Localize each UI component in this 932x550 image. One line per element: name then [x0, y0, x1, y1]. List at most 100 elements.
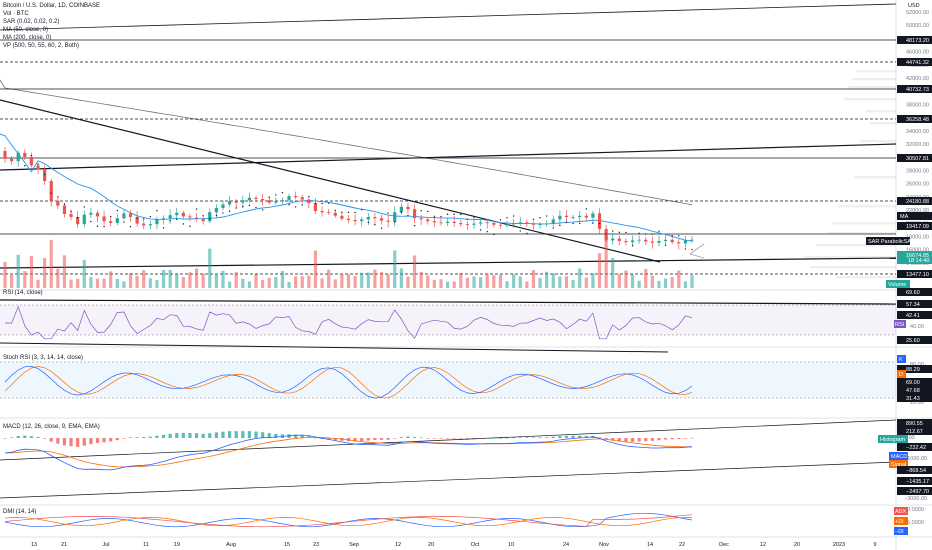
sar-dot — [440, 215, 442, 218]
volume-bar — [234, 272, 238, 288]
sar-dot — [625, 231, 627, 234]
candle-body — [333, 212, 337, 216]
time-tick: 14 — [647, 542, 653, 548]
legend-vp[interactable]: VP (500, 50, 55, 60, 2, Both) — [3, 43, 79, 49]
sar-dot — [387, 212, 389, 214]
volume-profile-row — [854, 176, 896, 179]
legend-ma200[interactable]: MA (200, close, 0) — [3, 35, 52, 41]
macd-hist-bar — [227, 431, 232, 438]
sar-dot — [658, 230, 660, 232]
volume-bar — [459, 272, 463, 288]
macd-signal-line — [4, 436, 692, 468]
macd-hist-bar — [545, 437, 549, 438]
volume-bar — [201, 273, 205, 288]
volume-bar — [683, 281, 687, 288]
sar-dot — [446, 213, 449, 215]
time-tick: 22 — [679, 542, 685, 548]
sar-dot — [374, 223, 376, 226]
legend-rsi[interactable]: RSI (14, close) — [3, 290, 43, 296]
macd-hist-bar — [214, 432, 218, 438]
macd-hist-bar — [188, 433, 192, 438]
tag-current-price: 16674.85 — [906, 253, 929, 259]
macd-hist-bar — [168, 433, 172, 438]
legend-dmi[interactable]: DMI (14, 14) — [3, 509, 37, 515]
candle-body — [69, 214, 73, 217]
sar-dot — [24, 164, 26, 167]
volume-bar — [432, 279, 436, 288]
legend-sar[interactable]: SAR (0.02, 0.02, 0.2) — [3, 19, 60, 25]
candle-body — [122, 213, 126, 219]
macd-hist-bar — [3, 438, 7, 439]
sar-dot — [354, 211, 356, 214]
volume-bar — [630, 274, 635, 288]
legend-stoch[interactable]: Stoch RSI (3, 3, 14, 14, close) — [3, 355, 84, 361]
candle-body — [43, 169, 47, 181]
tag-stoch-4: 31.43 — [906, 396, 920, 402]
volume-bar — [175, 274, 179, 288]
volume-bar — [188, 272, 192, 288]
candle-body — [181, 212, 185, 217]
macd-hist-bar — [584, 435, 588, 438]
sar-dot — [30, 154, 33, 157]
volume-bar — [43, 258, 47, 288]
candle-body — [690, 239, 694, 241]
macd-hist-bar — [201, 433, 205, 438]
time-tick: 13 — [31, 542, 37, 548]
tag-rsi-current: RSI — [895, 322, 905, 328]
candle-body — [327, 212, 331, 213]
volume-bar — [399, 268, 403, 288]
sar-dot — [288, 203, 290, 206]
candle-body — [505, 224, 509, 226]
macd-hist-bar — [23, 435, 27, 438]
macd-hist-bar — [360, 438, 364, 442]
candle-body — [538, 224, 542, 225]
volume-bar — [221, 270, 225, 288]
macd-hist-bar — [49, 438, 53, 442]
candle-body — [406, 206, 410, 210]
legend-ma50[interactable]: MA (50, close, 0) — [3, 27, 49, 33]
trendline-support — [0, 257, 897, 269]
sar-dot — [301, 204, 303, 206]
sar-dot — [70, 210, 72, 213]
volume-bar — [485, 274, 489, 288]
volume-bar — [181, 276, 185, 288]
macd-hist-bar — [677, 438, 681, 440]
volume-profile-row — [844, 98, 896, 101]
volume-bar — [29, 256, 34, 288]
volume-bar — [492, 275, 496, 288]
candle-body — [62, 205, 67, 214]
volume-bar — [545, 271, 549, 288]
sar-dot — [116, 209, 118, 212]
volume-bar — [49, 239, 53, 288]
tag-macd-1: 890.55 — [906, 421, 923, 427]
sar-dot — [275, 194, 277, 196]
volume-bar — [333, 279, 337, 288]
dmi-plus-di-line — [4, 517, 693, 527]
volume-bar — [241, 278, 245, 288]
macd-hist-bar — [10, 437, 14, 438]
price-tick: 32000.00 — [906, 142, 929, 148]
volume-bar — [155, 280, 159, 288]
candle-body — [657, 241, 661, 243]
macd-hist-bar — [194, 433, 199, 438]
volume-bar — [465, 277, 470, 288]
tag-24180: 24180.88 — [906, 199, 929, 205]
volume-profile-row — [804, 256, 896, 259]
tag-stoch-d: D — [899, 372, 903, 378]
sar-dot — [420, 210, 422, 212]
volume-profile-row — [856, 70, 896, 73]
sar-dot — [433, 216, 436, 218]
trendline-resistance — [0, 143, 897, 171]
candle-body — [109, 221, 113, 223]
legend-volume[interactable]: Vol · BTC — [3, 11, 29, 17]
volume-bar — [267, 278, 271, 288]
candle-body — [578, 215, 582, 217]
tag-macd-2: 212.67 — [906, 429, 923, 435]
macd-hist-bar — [498, 437, 503, 439]
candle-body — [313, 203, 318, 211]
candle-body — [459, 223, 463, 225]
legend-macd[interactable]: MACD (12, 26, close, 9, EMA, EMA) — [3, 424, 100, 430]
volume-profile — [804, 70, 896, 279]
sar-dot — [248, 204, 251, 207]
